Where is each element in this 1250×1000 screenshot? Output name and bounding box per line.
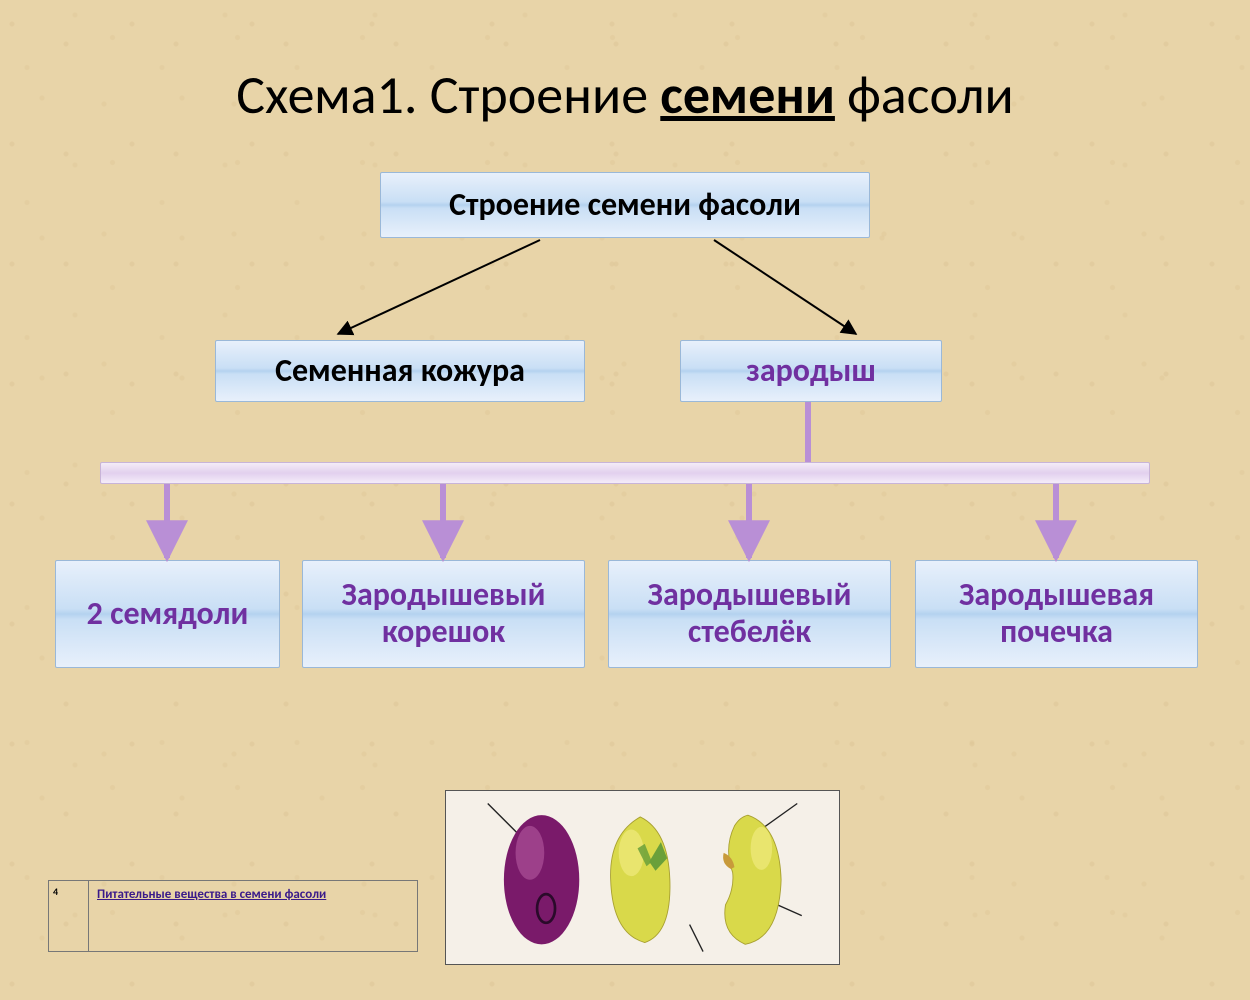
footnote-number: 4 <box>49 881 89 951</box>
bean-svg <box>454 799 831 956</box>
slide-title: Схема1. Строение семени фасоли <box>0 62 1250 128</box>
node-stem-label: Зародышевый стебелёк <box>617 577 882 651</box>
node-seed-coat-label: Семенная кожура <box>275 353 525 390</box>
connector-hbar <box>100 462 1150 484</box>
node-plumule-label: Зародышевая почечка <box>924 577 1189 651</box>
node-stem: Зародышевый стебелёк <box>608 560 891 668</box>
node-radicle: Зародышевый корешок <box>302 560 585 668</box>
title-suffix: фасоли <box>835 62 1014 128</box>
node-cotyledons: 2 семядоли <box>55 560 280 668</box>
node-radicle-label: Зародышевый корешок <box>311 577 576 651</box>
node-seed-coat: Семенная кожура <box>215 340 585 402</box>
node-root: Строение семени фасоли <box>380 172 870 238</box>
node-root-label: Строение семени фасоли <box>449 187 801 224</box>
title-emphasis: семени <box>660 62 835 128</box>
node-cotyledons-label: 2 семядоли <box>87 596 249 633</box>
title-prefix: Схема1. Строение <box>236 62 660 128</box>
node-embryo: зародыш <box>680 340 942 402</box>
footnote-box: 4 Питательные вещества в семени фасоли <box>48 880 418 952</box>
node-plumule: Зародышевая почечка <box>915 560 1198 668</box>
node-embryo-label: зародыш <box>746 353 876 390</box>
bean-diagram-image <box>445 790 840 965</box>
footnote-link[interactable]: Питательные вещества в семени фасоли <box>89 881 417 951</box>
